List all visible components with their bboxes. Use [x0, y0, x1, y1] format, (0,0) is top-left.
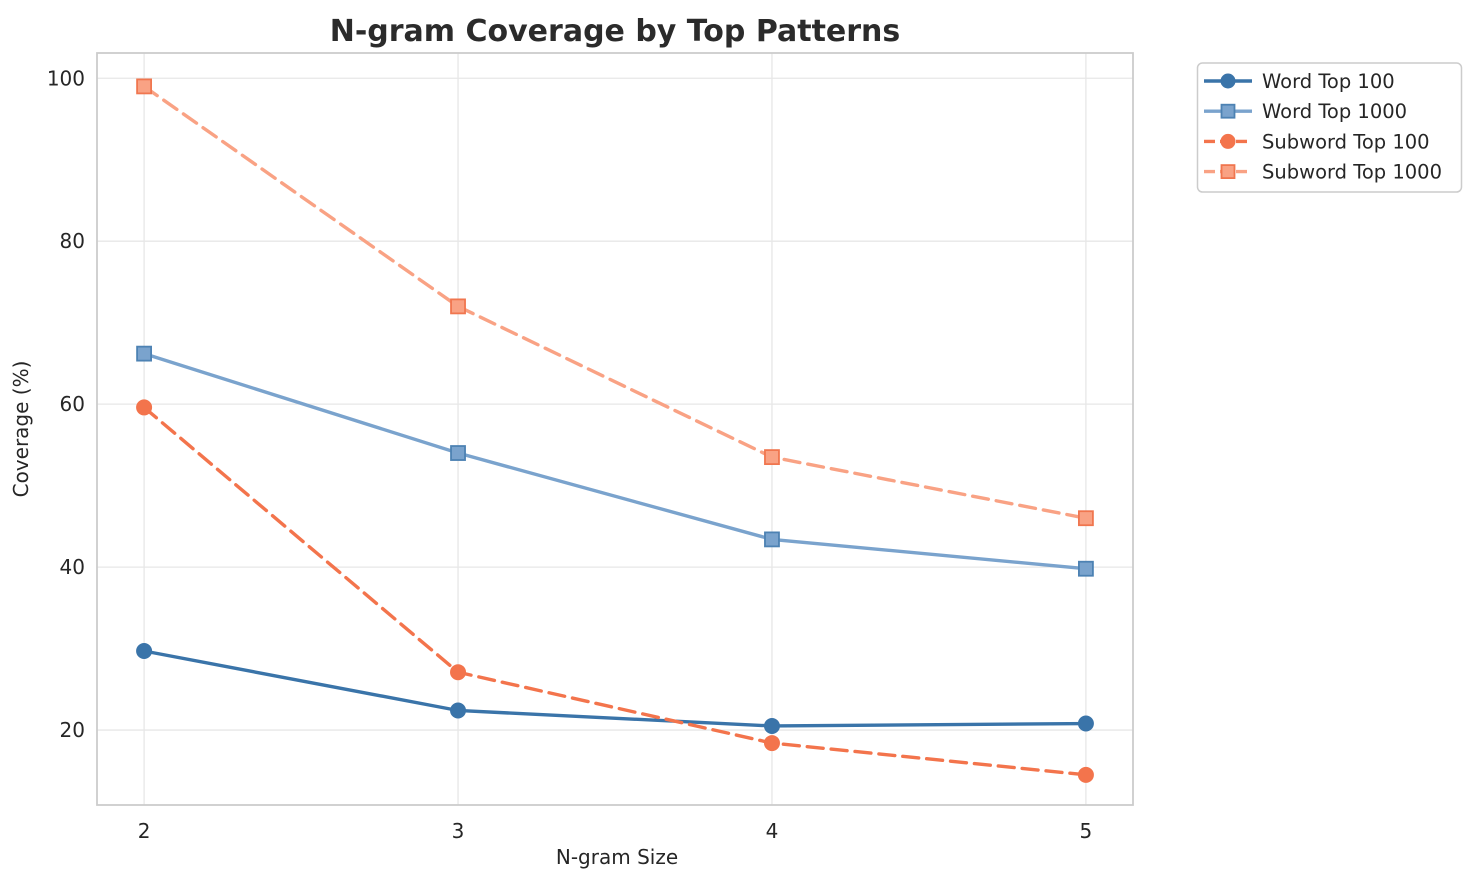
y-tick-label: 80	[60, 229, 85, 253]
x-tick-label: 5	[1080, 819, 1093, 843]
data-point-word-top-100	[136, 643, 153, 660]
data-point-word-top-1000	[1078, 560, 1094, 577]
legend-entry-word-top-100: Word Top 100	[1204, 70, 1395, 93]
series-line-word-top-1000	[142, 351, 1088, 571]
data-point-subword-top-1000	[764, 449, 780, 466]
legend-marker-square-icon	[1220, 164, 1236, 180]
data-point-subword-top-1000	[136, 78, 152, 95]
legend-marker-circle-icon	[1220, 73, 1236, 89]
y-axis-label: Coverage (%)	[9, 361, 33, 498]
chart-title: N-gram Coverage by Top Patterns	[330, 14, 901, 49]
y-tick-label: 100	[47, 66, 85, 90]
legend: Word Top 100 Word Top 1000 Subword Top 100…	[1196, 62, 1463, 193]
data-point-subword-top-100	[1077, 766, 1094, 783]
data-point-word-top-1000	[136, 345, 152, 362]
data-point-word-top-100	[450, 702, 467, 719]
legend-label: Word Top 100	[1262, 70, 1395, 93]
series-line-subword-top-1000	[142, 84, 1088, 520]
y-tick-label: 40	[60, 555, 85, 579]
x-tick-label: 4	[766, 819, 779, 843]
plot-border	[96, 52, 1134, 806]
data-point-word-top-1000	[450, 445, 466, 461]
series-line-word-top-100	[142, 649, 1088, 728]
legend-entry-subword-top-100: Subword Top 100	[1204, 130, 1430, 153]
x-axis-label: N-gram Size	[556, 845, 678, 869]
series-line-subword-top-100	[142, 405, 1088, 777]
legend-label: Subword Top 1000	[1262, 161, 1442, 184]
legend-marker-square-icon	[1220, 103, 1236, 119]
legend-entry-subword-top-1000: Subword Top 1000	[1204, 161, 1442, 184]
y-tick-label: 20	[60, 718, 85, 742]
legend-marker-circle-icon	[1220, 133, 1236, 149]
x-tick-label: 3	[452, 819, 465, 843]
data-point-subword-top-100	[763, 735, 780, 752]
data-point-word-top-1000	[764, 531, 780, 548]
plot-background	[97, 53, 1133, 805]
legend-label: Word Top 1000	[1262, 100, 1407, 123]
plot-area: 2 3 4 5 20 40 60 80 100	[47, 52, 1134, 843]
legend-box	[1196, 62, 1463, 193]
data-point-word-top-100	[1077, 715, 1094, 732]
data-point-subword-top-100	[136, 399, 153, 416]
data-point-word-top-100	[763, 717, 780, 734]
data-point-subword-top-1000	[1078, 510, 1094, 527]
x-tick-label: 2	[138, 819, 151, 843]
data-point-subword-top-1000	[450, 298, 466, 315]
legend-entry-word-top-1000: Word Top 1000	[1204, 100, 1407, 123]
legend-label: Subword Top 100	[1262, 130, 1430, 153]
y-tick-label: 60	[60, 392, 85, 416]
data-point-subword-top-100	[450, 664, 467, 681]
